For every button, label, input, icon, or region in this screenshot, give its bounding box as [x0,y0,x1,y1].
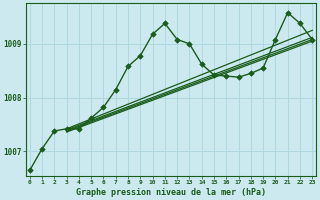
X-axis label: Graphe pression niveau de la mer (hPa): Graphe pression niveau de la mer (hPa) [76,188,266,197]
